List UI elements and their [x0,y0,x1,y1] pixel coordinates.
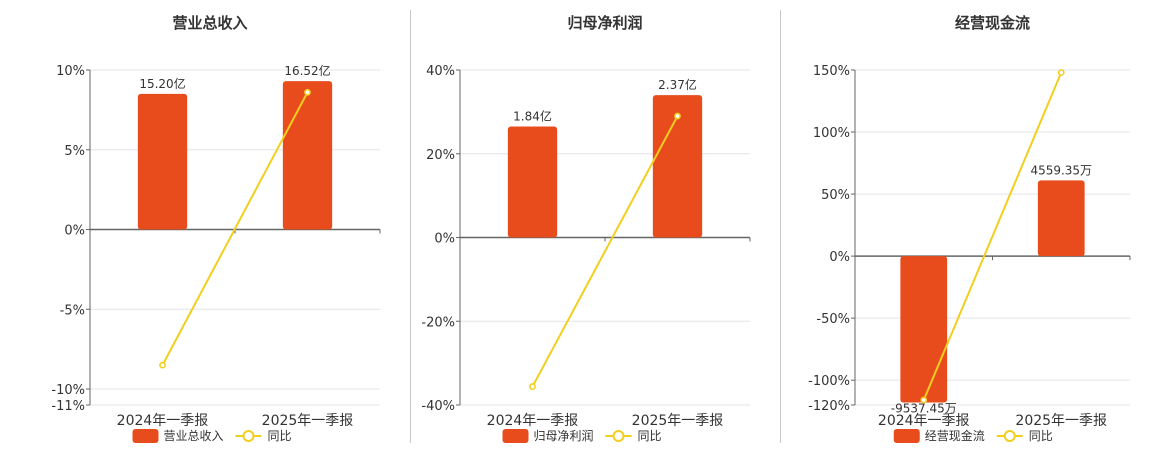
chart-svg: 经营现金流 150% 100% 50% 0% -50% -100% -120% -9537.45… [808,14,1131,443]
yoy-point[interactable] [159,361,166,369]
x-tick-label: 2024年一季报 [878,413,970,429]
y-tick-label: -50% [816,312,850,327]
y-tick-label: 20% [426,148,455,163]
bar[interactable] [652,95,703,238]
legend-line-label: 同比 [268,429,292,443]
y-tick-label: 150% [813,64,850,79]
chart-title: 经营现金流 [955,14,1030,32]
y-tick-label: 0% [434,232,455,247]
yoy-point[interactable] [674,112,681,120]
bar[interactable] [507,126,558,238]
y-tick-label: -5% [60,303,85,318]
y-tick-label: -100% [808,374,850,389]
chart-panel: 营业总收入 10% 5% 0% -5% -10% -11% 15.20亿 16.52亿 2024年… [0,0,410,450]
legend-line-label: 同比 [1029,429,1053,443]
bar-data-label: -9537.45万 [891,402,957,416]
y-tick-label: 5% [64,144,85,159]
bar-data-label: 2.37亿 [658,77,697,92]
y-tick-label: -120% [808,399,850,414]
y-tick-label: -40% [421,399,455,414]
yoy-line [161,91,309,366]
legend-line-label: 同比 [638,429,662,443]
chart-svg: 营业总收入 10% 5% 0% -5% -10%-11% 15.20亿 16.52亿 2024年… [51,14,381,443]
legend-bar-label: 营业总收入 [164,429,224,443]
bar[interactable] [900,256,948,403]
y-tick-label: 10% [56,64,85,79]
chart-panel: 经营现金流 150% 100% 50% 0% -50% -100% -120% -9537.45… [780,0,1160,450]
x-tick-label: 2025年一季报 [1015,413,1107,429]
y-tick-label: 100% [813,126,850,141]
y-tick-label: 0% [64,224,85,239]
x-tick-label: 2025年一季报 [262,413,354,429]
yoy-line [531,115,679,388]
bar-data-label: 4559.35万 [1030,163,1092,177]
panel-divider [780,10,781,443]
legend-bar-label: 经营现金流 [925,428,985,443]
bar-data-label: 16.52亿 [284,63,330,78]
y-tick-label: 0% [829,250,850,265]
legend-line-marker [242,430,255,442]
chart-svg: 归母净利润 40% 20% 0% -20% -40% 1.84亿 2.37亿 2024年一季报 2… [421,14,751,443]
bar-data-label: 15.20亿 [139,76,185,91]
yoy-point[interactable] [920,396,928,404]
legend-bar-swatch [893,429,920,443]
chart-panel: 归母净利润 40% 20% 0% -20% -40% 1.84亿 2.37亿 2024年一季报 2… [410,0,780,450]
yoy-point[interactable] [529,383,536,390]
yoy-line [922,72,1063,401]
panel-divider [410,10,411,443]
legend-bar-swatch [132,429,159,443]
chart-title: 归母净利润 [567,14,642,32]
y-tick-label: -20% [421,315,455,330]
y-tick-label: -11% [51,399,85,414]
legend-bar-label: 归母净利润 [534,429,594,443]
yoy-point[interactable] [304,88,311,96]
x-tick-label: 2025年一季报 [632,413,724,429]
legend-bar-swatch [502,429,529,443]
bar[interactable] [282,81,333,230]
legend-line-marker [612,430,625,442]
y-tick-label: 50% [821,188,850,203]
chart-title: 营业总收入 [172,14,247,32]
bar[interactable] [137,93,188,230]
y-tick-label: -10% [51,383,85,398]
bar[interactable] [1037,180,1085,257]
x-tick-label: 2024年一季报 [117,413,209,429]
yoy-point[interactable] [1057,69,1065,76]
x-tick-label: 2024年一季报 [487,413,579,429]
y-tick-label: 40% [426,64,455,79]
legend-line-marker [1003,430,1016,442]
bar-data-label: 1.84亿 [513,109,552,124]
